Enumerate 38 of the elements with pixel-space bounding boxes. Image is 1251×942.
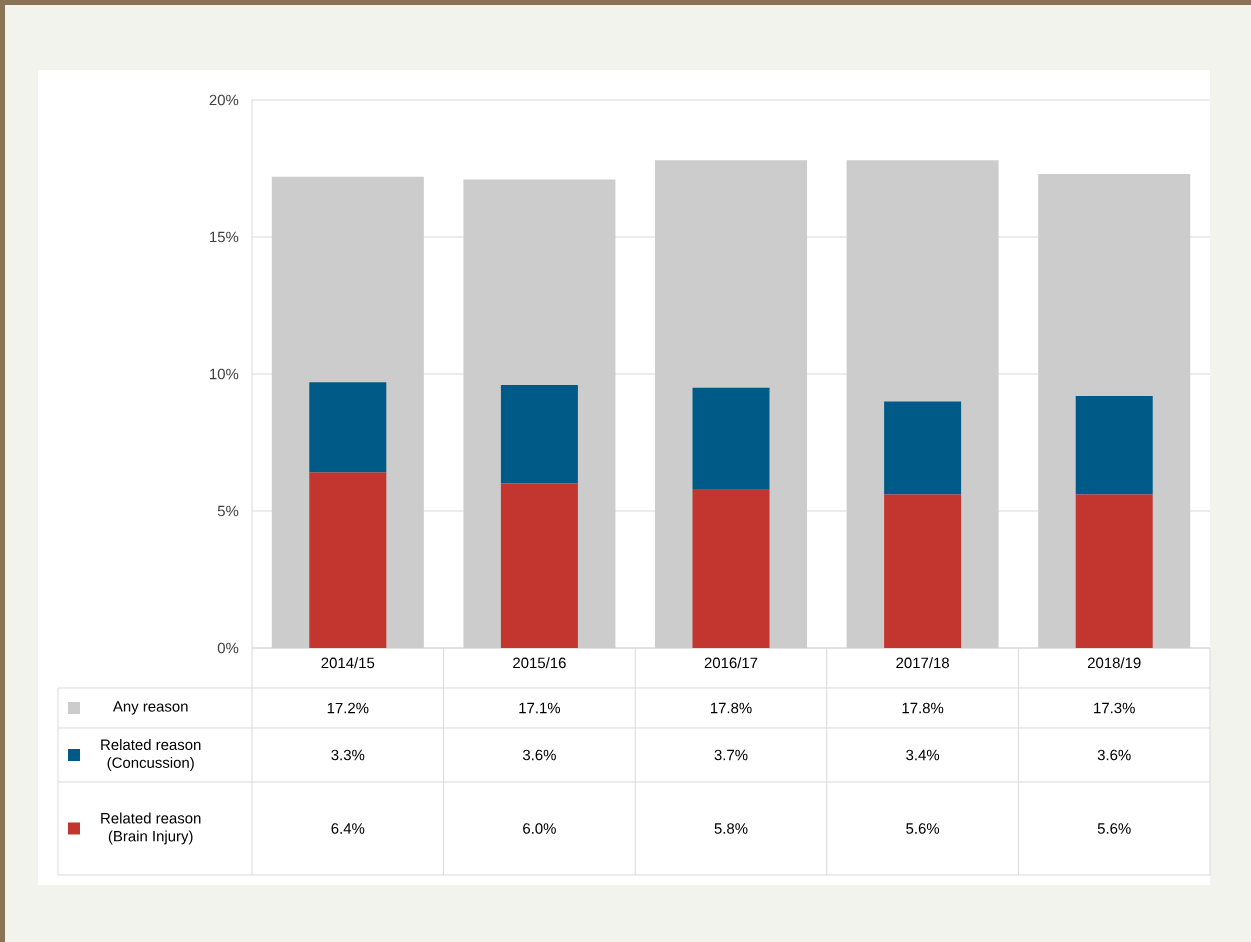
legend-label: Related reason (Concussion) (101, 739, 201, 771)
data-label: 17.8% (902, 702, 944, 714)
y-tick-label: 10% (210, 368, 239, 380)
y-tick-label: 20% (209, 94, 239, 106)
bar (309, 382, 387, 473)
bar (692, 387, 770, 490)
data-label: 6.0% (523, 823, 556, 834)
x-tick-label: 2015/16 (513, 657, 566, 669)
data-label: 3.6% (522, 749, 556, 761)
data-label: 3.6% (1097, 749, 1131, 761)
data-label: 5.8% (714, 823, 748, 834)
y-tick-label: 5% (217, 505, 239, 517)
data-label: 6.4% (331, 823, 365, 834)
x-tick-label: 2018/19 (1087, 657, 1141, 669)
bar (500, 384, 578, 484)
x-tick-label: 2014/15 (321, 657, 375, 669)
data-label: 3.3% (331, 749, 365, 761)
data-label: 17.3% (1094, 702, 1135, 714)
bar (1075, 494, 1153, 648)
bar (309, 472, 387, 648)
data-label: 17.1% (519, 702, 561, 714)
x-tick-label: 2016/17 (704, 657, 758, 669)
data-label: 17.2% (327, 702, 369, 714)
data-label: 3.7% (714, 749, 748, 761)
legend-label: Related reason (Brain Injury) (101, 812, 201, 845)
bar (1075, 395, 1153, 495)
y-tick-label: 15% (210, 231, 239, 243)
data-label: 5.6% (906, 823, 940, 834)
data-label: 5.6% (1097, 823, 1131, 834)
y-tick-label: 0% (217, 642, 239, 654)
data-label: 3.4% (906, 749, 940, 761)
bar (884, 401, 962, 495)
legend-label: Any reason (112, 701, 188, 715)
data-label: 17.8% (710, 702, 752, 714)
bar (884, 494, 962, 648)
bar (500, 483, 578, 648)
bar (692, 489, 770, 648)
x-tick-label: 2017/18 (896, 657, 949, 669)
